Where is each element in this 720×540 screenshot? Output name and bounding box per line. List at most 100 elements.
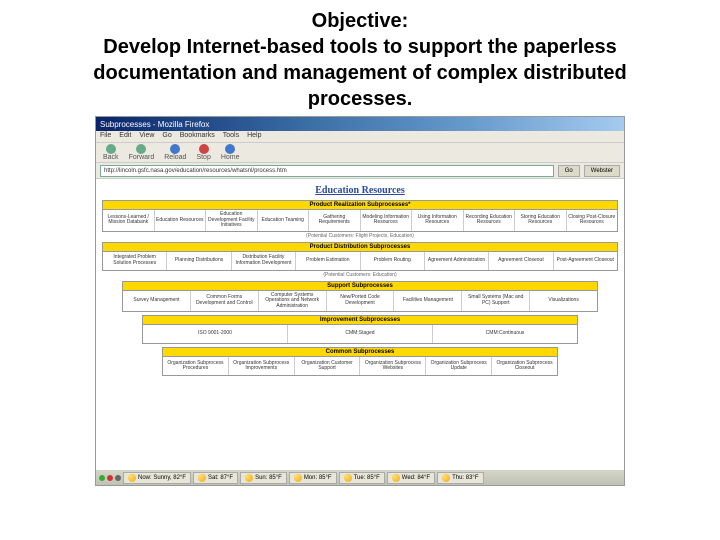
menu-go[interactable]: Go: [162, 132, 171, 141]
tray-dot-icon: [115, 475, 121, 481]
stop-button[interactable]: Stop: [193, 144, 213, 161]
cell[interactable]: Integrated Problem Solution Processes: [103, 252, 167, 270]
cell[interactable]: Education Resources: [155, 210, 207, 231]
sun-icon: [344, 474, 352, 482]
section-caption: (Potential Customers: Education): [102, 272, 618, 278]
search-engine[interactable]: Webster: [584, 165, 620, 177]
cell[interactable]: Storing Education Resources: [515, 210, 567, 231]
cell[interactable]: Gathering Requirements: [309, 210, 361, 231]
address-bar: http://lincoln.gsfc.nasa.gov/education/r…: [96, 163, 624, 179]
cell[interactable]: Distribution Facility Information Develo…: [232, 252, 296, 270]
cell[interactable]: Organization Customer Support: [295, 357, 361, 375]
cell[interactable]: Agreement Closeout: [489, 252, 553, 270]
cell-row: Organization Subprocess Procedures Organ…: [162, 357, 558, 376]
search-label: Webster: [591, 168, 613, 174]
taskbar: Now: Sunny, 82°F Sat: 87°F Sun: 85°F Mon…: [96, 469, 624, 485]
page-content: Education Resources Product Realization …: [96, 179, 624, 469]
tb-label: Sat: 87°F: [208, 475, 233, 481]
tray-dot-icon: [99, 475, 105, 481]
tb-label: Sun: 85°F: [255, 475, 282, 481]
weather-now[interactable]: Now: Sunny, 82°F: [123, 472, 191, 484]
cell[interactable]: Organization Subprocess Improvements: [229, 357, 295, 375]
go-button[interactable]: Go: [558, 165, 580, 177]
cell[interactable]: Organization Subprocess Websites: [360, 357, 426, 375]
back-button[interactable]: Back: [100, 144, 122, 161]
cell[interactable]: Post-Agreement Closeout: [554, 252, 617, 270]
cell-row: Survey Management Common Forms Developme…: [122, 291, 598, 313]
home-button[interactable]: Home: [218, 144, 243, 161]
cell[interactable]: Education Development Facility Initiativ…: [206, 210, 258, 231]
back-icon: [106, 144, 116, 154]
cell[interactable]: Recording Education Resources: [464, 210, 516, 231]
section-support: Support Subprocesses Survey Management C…: [122, 281, 598, 313]
home-icon: [225, 144, 235, 154]
sun-icon: [198, 474, 206, 482]
cell-row: ISO 9001-2000 CMM:Staged CMM:Continuous: [142, 325, 578, 344]
section-product-distribution: Product Distribution Subprocesses Integr…: [102, 242, 618, 278]
cell[interactable]: Facilities Management: [394, 291, 462, 312]
cell[interactable]: Common Forms Development and Control: [191, 291, 259, 312]
cell[interactable]: CMM:Continuous: [433, 325, 577, 343]
tb-label: Now: Sunny, 82°F: [138, 475, 186, 481]
cell[interactable]: Problem Estimation: [296, 252, 360, 270]
section-header: Common Subprocesses: [162, 347, 558, 357]
cell[interactable]: Closing Post-Closure Resources: [567, 210, 618, 231]
tb-label: Thu: 83°F: [452, 475, 478, 481]
menu-view[interactable]: View: [139, 132, 154, 141]
cell[interactable]: Visualizations: [530, 291, 597, 312]
cell[interactable]: Education Teaming: [258, 210, 310, 231]
cell-row: Integrated Problem Solution Processes Pl…: [102, 252, 618, 271]
cell[interactable]: Organization Subprocess Closeout: [492, 357, 557, 375]
reload-button[interactable]: Reload: [161, 144, 189, 161]
weather-day[interactable]: Tue: 85°F: [339, 472, 385, 484]
sun-icon: [245, 474, 253, 482]
titlebar: Subprocesses - Mozilla Firefox: [96, 117, 624, 131]
menu-edit[interactable]: Edit: [119, 132, 131, 141]
sun-icon: [294, 474, 302, 482]
weather-day[interactable]: Mon: 85°F: [289, 472, 337, 484]
menu-tools[interactable]: Tools: [223, 132, 239, 141]
browser-window: Subprocesses - Mozilla Firefox File Edit…: [95, 116, 625, 486]
url-input[interactable]: http://lincoln.gsfc.nasa.gov/education/r…: [100, 165, 554, 177]
cell[interactable]: Organization Subprocess Procedures: [163, 357, 229, 375]
weather-day[interactable]: Sat: 87°F: [193, 472, 238, 484]
weather-day[interactable]: Sun: 85°F: [240, 472, 287, 484]
url-text: http://lincoln.gsfc.nasa.gov/education/r…: [104, 168, 287, 174]
cell[interactable]: Problem Routing: [361, 252, 425, 270]
section-header: Improvement Subprocesses: [142, 315, 578, 325]
cell[interactable]: Agreement Administration: [425, 252, 489, 270]
cell[interactable]: Lessons-Learned / Mission Databank: [103, 210, 155, 231]
cell[interactable]: Modeling Information Resources: [361, 210, 413, 231]
cell[interactable]: Planning Distributions: [167, 252, 231, 270]
sun-icon: [392, 474, 400, 482]
home-label: Home: [221, 154, 240, 161]
forward-button[interactable]: Forward: [126, 144, 158, 161]
menu-bookmarks[interactable]: Bookmarks: [180, 132, 215, 141]
nav-toolbar: Back Forward Reload Stop Home: [96, 143, 624, 163]
tb-label: Mon: 85°F: [304, 475, 332, 481]
menu-file[interactable]: File: [100, 132, 111, 141]
cell[interactable]: ISO 9001-2000: [143, 325, 288, 343]
tb-label: Tue: 85°F: [354, 475, 380, 481]
section-product-realization: Product Realization Subprocesses* Lesson…: [102, 200, 618, 239]
sun-icon: [128, 474, 136, 482]
cell[interactable]: Survey Management: [123, 291, 191, 312]
cell[interactable]: CMM:Staged: [288, 325, 433, 343]
cell[interactable]: Using Information Resources: [412, 210, 464, 231]
cell[interactable]: Organization Subprocess Update: [426, 357, 492, 375]
section-improvement: Improvement Subprocesses ISO 9001-2000 C…: [142, 315, 578, 344]
menu-help[interactable]: Help: [247, 132, 261, 141]
reload-icon: [170, 144, 180, 154]
cell[interactable]: Small Systems (Mac and PC) Support: [462, 291, 530, 312]
weather-day[interactable]: Wed: 84°F: [387, 472, 435, 484]
cell[interactable]: New/Ported Code Development: [327, 291, 395, 312]
section-header: Support Subprocesses: [122, 281, 598, 291]
cell[interactable]: Computer Systems Operations and Network …: [259, 291, 327, 312]
section-header: Product Distribution Subprocesses: [102, 242, 618, 252]
tray-cluster: [99, 475, 121, 481]
weather-day[interactable]: Thu: 83°F: [437, 472, 483, 484]
section-caption: (Potential Customers: Flight Projects, E…: [102, 233, 618, 239]
stop-label: Stop: [196, 154, 210, 161]
tb-label: Wed: 84°F: [402, 475, 430, 481]
menubar: File Edit View Go Bookmarks Tools Help: [96, 131, 624, 143]
